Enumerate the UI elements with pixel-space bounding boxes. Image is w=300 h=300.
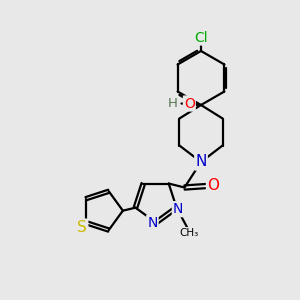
Text: O: O xyxy=(184,97,195,110)
Text: H: H xyxy=(168,97,178,110)
Text: O: O xyxy=(207,178,219,194)
Text: N: N xyxy=(195,154,207,169)
Text: N: N xyxy=(173,202,183,216)
Text: S: S xyxy=(77,220,87,235)
Text: N: N xyxy=(147,216,158,230)
Text: Cl: Cl xyxy=(194,31,208,44)
Text: CH₃: CH₃ xyxy=(179,228,198,238)
